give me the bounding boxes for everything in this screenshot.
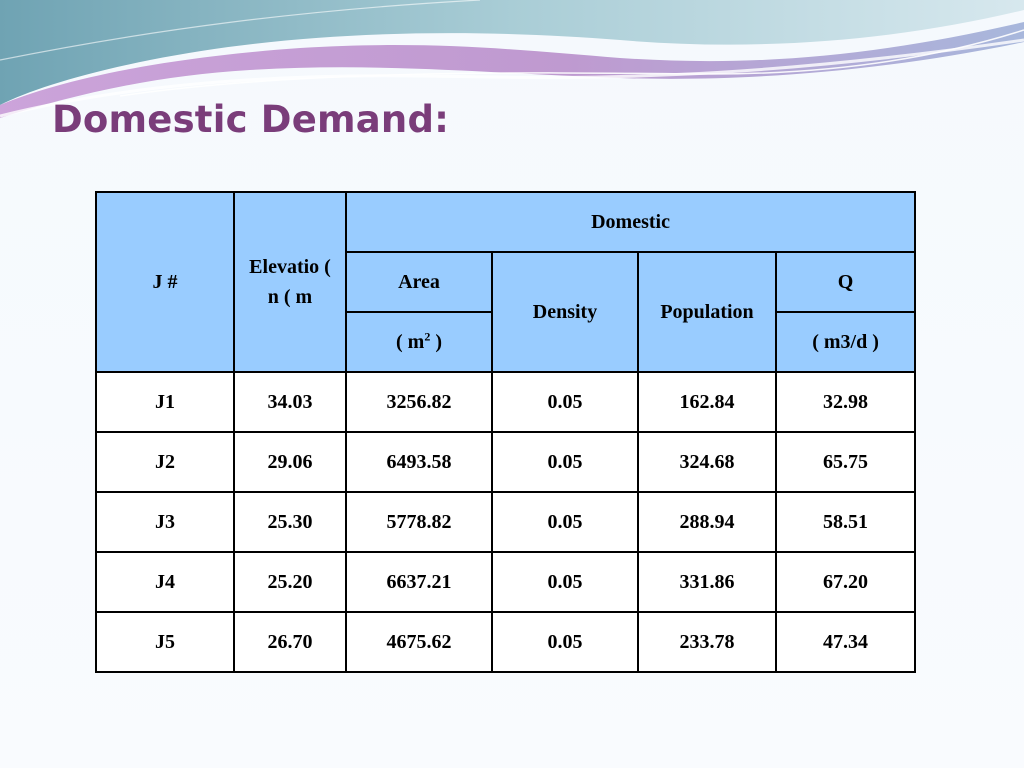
area-unit-prefix: ( m bbox=[396, 331, 425, 353]
header-population: Population bbox=[637, 251, 777, 373]
header-domestic: Domestic bbox=[344, 191, 917, 253]
table-row: J5 26.70 4675.62 0.05 233.78 47.34 bbox=[95, 611, 917, 673]
cell-q: 67.20 bbox=[774, 551, 917, 613]
header-elevation-text: Elevatio ( n ( m bbox=[249, 256, 331, 308]
cell-population: 233.78 bbox=[637, 611, 777, 673]
cell-elevation: 34.03 bbox=[233, 371, 347, 433]
cell-elevation: 26.70 bbox=[233, 611, 347, 673]
header-area: Area bbox=[345, 251, 493, 313]
cell-j: J2 bbox=[95, 431, 235, 493]
slide-title: Domestic Demand: bbox=[52, 98, 450, 141]
cell-j: J5 bbox=[95, 611, 235, 673]
cell-elevation: 25.30 bbox=[233, 491, 347, 553]
cell-area: 3256.82 bbox=[345, 371, 493, 433]
cell-density: 0.05 bbox=[491, 371, 639, 433]
header-q-unit: ( m3/d ) bbox=[774, 311, 917, 373]
header-q: Q bbox=[774, 251, 917, 313]
cell-area: 6637.21 bbox=[345, 551, 493, 613]
cell-elevation: 25.20 bbox=[233, 551, 347, 613]
domestic-demand-table: J # Elevatio ( n ( m Domestic Area Densi… bbox=[95, 191, 917, 673]
cell-population: 324.68 bbox=[637, 431, 777, 493]
header-row-2: Area Density Population Q bbox=[96, 251, 917, 373]
area-unit-suffix: ) bbox=[430, 331, 442, 353]
cell-area: 6493.58 bbox=[345, 431, 493, 493]
cell-area: 4675.62 bbox=[345, 611, 493, 673]
cell-density: 0.05 bbox=[491, 491, 639, 553]
header-elevation: Elevatio ( n ( m bbox=[233, 191, 347, 373]
cell-population: 162.84 bbox=[637, 371, 777, 433]
cell-elevation: 29.06 bbox=[233, 431, 347, 493]
cell-q: 47.34 bbox=[774, 611, 917, 673]
cell-q: 32.98 bbox=[774, 371, 917, 433]
area-unit-superscript: 2 bbox=[424, 329, 431, 344]
header-area-unit: ( m2 ) bbox=[345, 311, 493, 373]
table-row: J1 34.03 3256.82 0.05 162.84 32.98 bbox=[95, 371, 917, 433]
header-row-1: J # Elevatio ( n ( m Domestic bbox=[95, 191, 917, 373]
table-row: J4 25.20 6637.21 0.05 331.86 67.20 bbox=[95, 551, 917, 613]
cell-j: J1 bbox=[95, 371, 235, 433]
cell-j: J4 bbox=[95, 551, 235, 613]
cell-q: 65.75 bbox=[774, 431, 917, 493]
header-density: Density bbox=[491, 251, 639, 373]
table-row: J3 25.30 5778.82 0.05 288.94 58.51 bbox=[95, 491, 917, 553]
cell-j: J3 bbox=[95, 491, 235, 553]
cell-density: 0.05 bbox=[491, 611, 639, 673]
table-row: J2 29.06 6493.58 0.05 324.68 65.75 bbox=[95, 431, 917, 493]
header-row-3: ( m2 ) ( m3/d ) bbox=[96, 311, 917, 373]
cell-density: 0.05 bbox=[491, 551, 639, 613]
cell-density: 0.05 bbox=[491, 431, 639, 493]
header-swoosh-decoration bbox=[0, 0, 1024, 118]
cell-area: 5778.82 bbox=[345, 491, 493, 553]
cell-q: 58.51 bbox=[774, 491, 917, 553]
header-j: J # bbox=[95, 191, 235, 373]
cell-population: 331.86 bbox=[637, 551, 777, 613]
cell-population: 288.94 bbox=[637, 491, 777, 553]
